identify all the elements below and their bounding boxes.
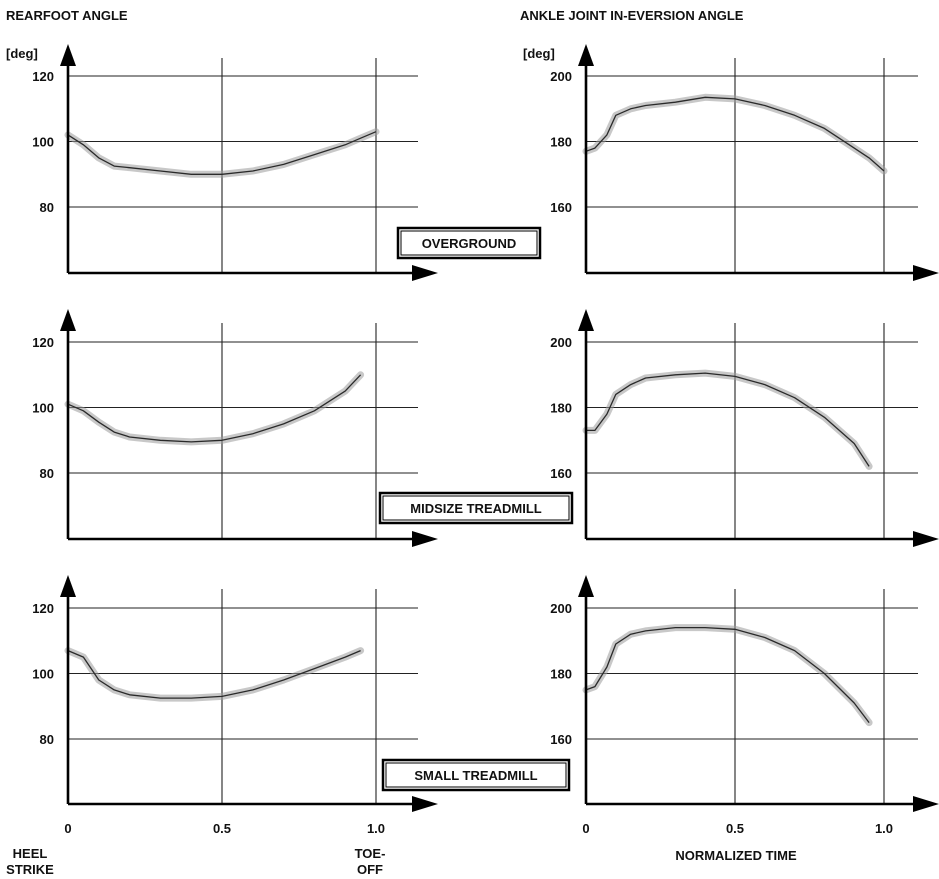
- y-tick-label: 160: [550, 466, 572, 481]
- x-axis-arrow: [412, 531, 438, 547]
- chart-panels: 120 100 80 200 180 160 120 100 80 200 180 160 120 100…: [32, 44, 939, 836]
- y-tick-label: 180: [550, 401, 572, 416]
- x-axis-arrow: [913, 796, 939, 812]
- panel-ankle-small-treadmill: 200 180 160 0 0.5 1.0: [550, 575, 939, 836]
- condition-label-overground: OVERGROUND: [396, 226, 542, 260]
- x-tick-label: 0: [582, 821, 589, 836]
- y-axis-arrow: [578, 575, 594, 597]
- right-column-title: ANKLE JOINT IN-EVERSION ANGLE: [520, 8, 744, 23]
- panel-rearfoot-small-treadmill: 120 100 80 0 0.5 1.0: [32, 575, 438, 836]
- y-axis-arrow: [60, 309, 76, 331]
- footer-toe-label: TOE-: [355, 846, 386, 861]
- footer-off-label: OFF: [357, 862, 383, 877]
- footer-heel-label: HEEL: [13, 846, 48, 861]
- x-axis-arrow: [412, 796, 438, 812]
- x-tick-label: 0.5: [726, 821, 744, 836]
- y-tick-label: 80: [40, 466, 54, 481]
- y-axis-arrow: [578, 44, 594, 66]
- panel-ankle-midsize-treadmill: 200 180 160: [550, 309, 939, 547]
- series-mean-line: [67, 374, 362, 443]
- series-variability-band: [64, 371, 365, 446]
- series-mean-line: [585, 96, 885, 172]
- x-axis-arrow: [913, 265, 939, 281]
- condition-label-small: SMALL TREADMILL: [381, 758, 571, 792]
- condition-overground-text: OVERGROUND: [422, 236, 517, 251]
- y-axis-arrow: [60, 575, 76, 597]
- y-tick-label: 160: [550, 732, 572, 747]
- x-tick-label: 1.0: [367, 821, 385, 836]
- condition-label-midsize: MIDSIZE TREADMILL: [378, 491, 574, 525]
- footer-normalized-time-label: NORMALIZED TIME: [675, 848, 797, 863]
- y-tick-label: 180: [550, 135, 572, 150]
- y-tick-label: 80: [40, 200, 54, 215]
- condition-midsize-text: MIDSIZE TREADMILL: [410, 501, 541, 516]
- y-tick-label: 180: [550, 667, 572, 682]
- left-column-title: REARFOOT ANGLE: [6, 8, 128, 23]
- y-tick-label: 120: [32, 335, 54, 350]
- panel-ankle-overground: 200 180 160: [550, 44, 939, 281]
- y-tick-label: 200: [550, 69, 572, 84]
- y-tick-label: 100: [32, 135, 54, 150]
- y-tick-label: 100: [32, 401, 54, 416]
- series-mean-line: [586, 372, 870, 467]
- panel-rearfoot-overground: 120 100 80: [32, 44, 438, 281]
- y-tick-label: 80: [40, 732, 54, 747]
- series-mean-line: [67, 650, 361, 699]
- y-tick-label: 100: [32, 667, 54, 682]
- x-axis-arrow: [913, 531, 939, 547]
- left-unit-label: [deg]: [6, 46, 38, 61]
- right-unit-label: [deg]: [523, 46, 555, 61]
- y-axis-arrow: [60, 44, 76, 66]
- y-tick-label: 160: [550, 200, 572, 215]
- y-tick-label: 200: [550, 601, 572, 616]
- series-mean-line: [585, 626, 870, 723]
- footer-strike-label: STRIKE: [6, 862, 54, 877]
- x-axis-arrow: [412, 265, 438, 281]
- series-variability-band: [64, 647, 365, 702]
- condition-small-text: SMALL TREADMILL: [414, 768, 537, 783]
- series-mean-line: [67, 131, 377, 175]
- y-tick-label: 120: [32, 601, 54, 616]
- x-tick-label: 0: [64, 821, 71, 836]
- y-axis-arrow: [578, 309, 594, 331]
- y-tick-label: 200: [550, 335, 572, 350]
- y-tick-label: 120: [32, 69, 54, 84]
- x-tick-label: 0.5: [213, 821, 231, 836]
- x-tick-label: 1.0: [875, 821, 893, 836]
- panel-rearfoot-midsize-treadmill: 120 100 80: [32, 309, 438, 547]
